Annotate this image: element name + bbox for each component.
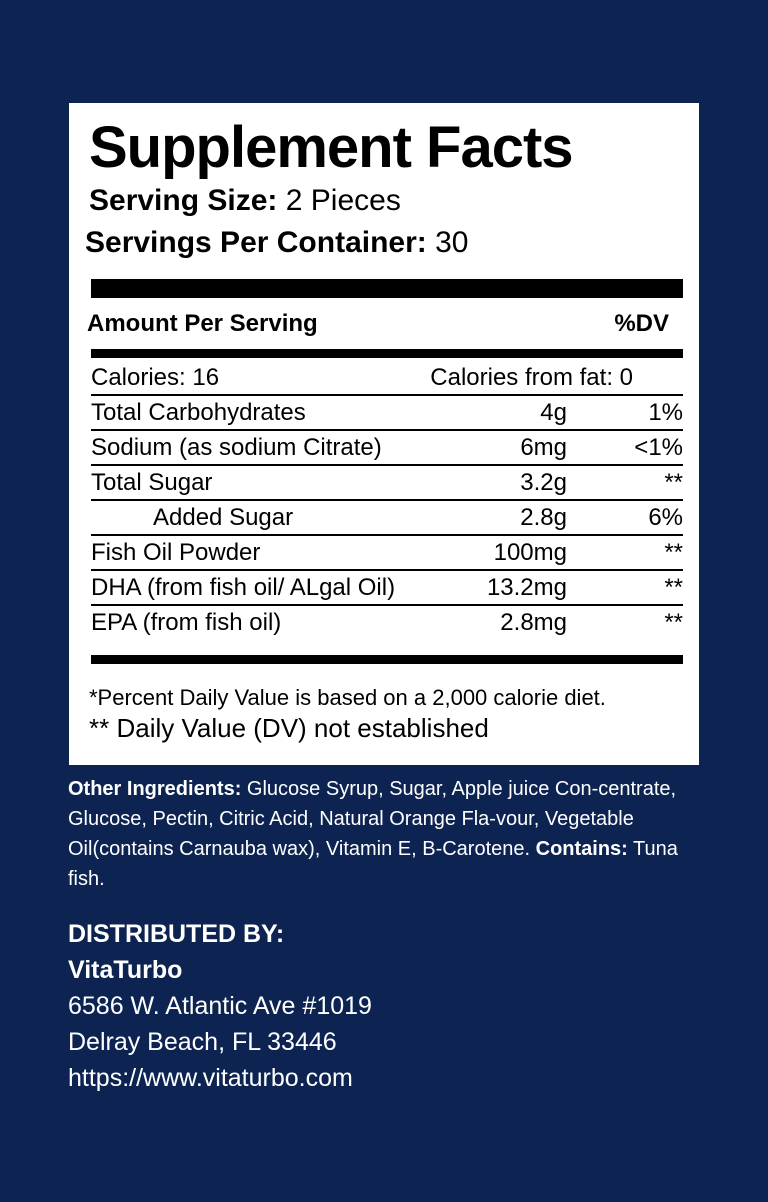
nutrient-table: Calories: 16 Calories from fat: 0 Total …: [91, 361, 683, 639]
divider-medium: [91, 655, 683, 664]
distributor-company: VitaTurbo: [68, 956, 183, 984]
table-row: EPA (from fish oil) 2.8mg **: [91, 606, 683, 639]
distributor-block: DISTRIBUTED BY: VitaTurbo 6586 W. Atlant…: [68, 916, 372, 1096]
table-row: Total Sugar 3.2g **: [91, 466, 683, 501]
nutrient-amount: 2.8mg: [500, 609, 567, 636]
divider-thick: [91, 279, 683, 298]
servings-per-container-value: 30: [435, 226, 469, 259]
nutrient-name: Fish Oil Powder: [91, 539, 261, 566]
calories-row: Calories: 16 Calories from fat: 0: [91, 361, 683, 396]
nutrient-amount: 4g: [540, 399, 567, 426]
nutrient-dv: 1%: [648, 399, 683, 426]
nutrient-name: Total Sugar: [91, 469, 213, 496]
table-row: Sodium (as sodium Citrate) 6mg <1%: [91, 431, 683, 466]
contains-label: Contains:: [535, 838, 628, 860]
divider-medium: [91, 349, 683, 358]
serving-size-value: 2 Pieces: [285, 184, 401, 217]
contains-text: Tuna fish.: [68, 838, 678, 890]
nutrient-amount: 2.8g: [520, 504, 567, 531]
amount-per-serving-header: Amount Per Serving: [87, 310, 318, 337]
distributor-address-line-2: Delray Beach, FL 33446: [68, 1028, 337, 1056]
table-row: Added Sugar 2.8g 6%: [91, 501, 683, 536]
nutrient-dv: **: [664, 574, 683, 601]
nutrient-name: Sodium (as sodium Citrate): [91, 434, 382, 461]
distributor-address-line-1: 6586 W. Atlantic Ave #1019: [68, 992, 372, 1020]
nutrient-dv: **: [664, 609, 683, 636]
nutrient-amount: 100mg: [493, 539, 567, 566]
nutrient-dv: 6%: [648, 504, 683, 531]
footnote-not-established: ** Daily Value (DV) not established: [89, 713, 489, 743]
supplement-facts-panel: Supplement Facts Serving Size: 2 Pieces …: [68, 102, 700, 766]
nutrient-name: DHA (from fish oil/ ALgal Oil): [91, 574, 396, 601]
table-row: Total Carbohydrates 4g 1%: [91, 396, 683, 431]
panel-title: Supplement Facts: [89, 115, 574, 180]
nutrient-amount: 3.2g: [520, 469, 567, 496]
nutrient-dv: <1%: [634, 434, 683, 461]
table-row: Fish Oil Powder 100mg **: [91, 536, 683, 571]
distributor-website: https://www.vitaturbo.com: [68, 1064, 353, 1092]
nutrient-dv: **: [664, 469, 683, 496]
nutrient-dv: **: [664, 539, 683, 566]
serving-size: Serving Size: 2 Pieces: [89, 183, 401, 219]
footnote-daily-value: *Percent Daily Value is based on a 2,000…: [89, 685, 606, 710]
calories-from-fat: Calories from fat: 0: [430, 364, 633, 391]
ingredients-text: Glucose Syrup, Sugar, Apple juice Con-ce…: [68, 778, 677, 860]
nutrient-amount: 13.2mg: [486, 574, 567, 601]
nutrient-name: Added Sugar: [153, 504, 294, 531]
nutrient-name: EPA (from fish oil): [91, 609, 282, 636]
distributor-heading: DISTRIBUTED BY:: [68, 920, 285, 948]
table-row: DHA (from fish oil/ ALgal Oil) 13.2mg **: [91, 571, 683, 606]
nutrient-name: Total Carbohydrates: [91, 399, 306, 426]
nutrient-amount: 6mg: [520, 434, 567, 461]
calories: Calories: 16: [91, 364, 220, 391]
dv-header: %DV: [614, 310, 669, 337]
serving-size-label: Serving Size:: [89, 184, 278, 217]
other-ingredients: Other Ingredients: Glucose Syrup, Sugar,…: [68, 774, 704, 894]
servings-per-container: Servings Per Container: 30: [85, 225, 468, 261]
servings-per-container-label: Servings Per Container:: [85, 226, 427, 259]
ingredients-label: Other Ingredients:: [68, 778, 242, 800]
